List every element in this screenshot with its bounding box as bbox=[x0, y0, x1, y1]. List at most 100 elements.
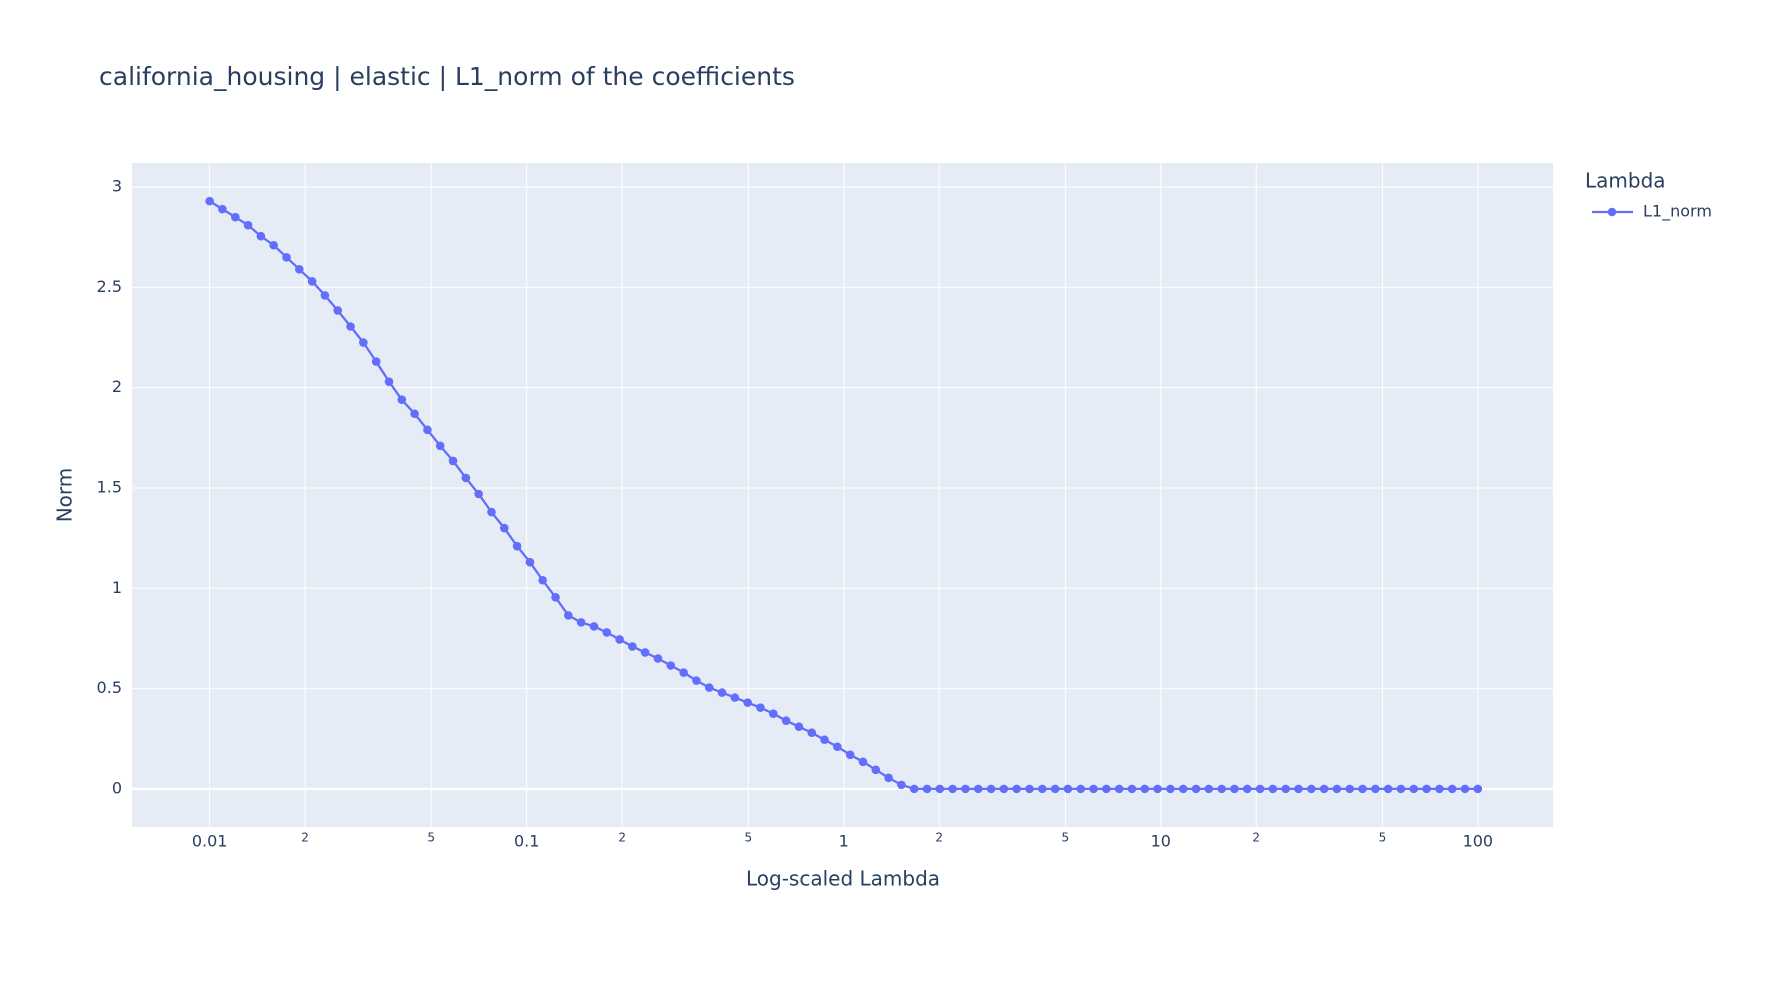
data-point bbox=[973, 784, 983, 794]
data-point bbox=[948, 784, 957, 794]
data-point bbox=[1319, 784, 1329, 794]
data-point bbox=[679, 668, 688, 677]
data-point bbox=[884, 773, 893, 783]
data-point bbox=[243, 220, 253, 230]
data-point bbox=[499, 523, 509, 533]
x-tick-label: 2 bbox=[618, 831, 626, 845]
data-point bbox=[935, 784, 945, 794]
data-point bbox=[1435, 784, 1444, 794]
y-tick-label: 3 bbox=[112, 177, 122, 196]
data-point bbox=[371, 357, 381, 366]
data-point bbox=[295, 265, 304, 274]
data-point bbox=[602, 628, 612, 637]
data-point bbox=[1281, 784, 1290, 794]
y-tick-label: 2.5 bbox=[97, 277, 122, 296]
data-point bbox=[576, 618, 586, 627]
data-point bbox=[435, 441, 445, 451]
data-point bbox=[897, 780, 906, 790]
data-point bbox=[999, 784, 1009, 794]
data-point bbox=[589, 622, 599, 631]
data-point bbox=[218, 204, 227, 214]
data-point bbox=[909, 784, 919, 794]
data-point bbox=[333, 306, 343, 315]
x-tick-label: 0.1 bbox=[514, 832, 539, 851]
data-point bbox=[1473, 784, 1483, 794]
data-point bbox=[1371, 784, 1380, 794]
data-point bbox=[359, 338, 368, 347]
data-point bbox=[487, 507, 496, 517]
data-point bbox=[961, 784, 970, 794]
data-point bbox=[640, 648, 650, 657]
legend-label: L1_norm bbox=[1643, 202, 1712, 222]
data-point bbox=[1076, 784, 1086, 794]
data-point bbox=[1063, 784, 1073, 794]
data-point bbox=[346, 322, 355, 331]
data-point bbox=[1037, 784, 1047, 794]
data-point bbox=[512, 541, 522, 551]
data-point bbox=[845, 750, 855, 760]
data-point bbox=[1089, 784, 1098, 794]
legend-marker bbox=[1607, 207, 1617, 217]
x-tick-label: 100 bbox=[1463, 832, 1494, 851]
data-point bbox=[730, 693, 740, 702]
series-line bbox=[209, 200, 1478, 791]
plot-background bbox=[132, 163, 1553, 827]
data-point bbox=[397, 395, 407, 405]
data-point bbox=[384, 377, 394, 386]
data-point bbox=[1217, 784, 1226, 794]
data-point bbox=[410, 409, 419, 419]
x-tick-label: 5 bbox=[427, 831, 435, 845]
data-point bbox=[781, 716, 791, 725]
data-point bbox=[704, 683, 714, 692]
data-point bbox=[756, 703, 765, 712]
data-point bbox=[615, 635, 624, 644]
data-point bbox=[282, 252, 291, 262]
data-point bbox=[551, 593, 560, 602]
data-point bbox=[525, 557, 535, 567]
data-point bbox=[1358, 784, 1367, 794]
data-point bbox=[231, 212, 240, 222]
data-point bbox=[628, 642, 637, 651]
data-point bbox=[1191, 784, 1201, 794]
x-axis-title: Log-scaled Lambda bbox=[746, 867, 940, 891]
x-tick-label: 5 bbox=[744, 831, 752, 845]
y-tick-label: 2 bbox=[112, 377, 122, 396]
data-point bbox=[986, 784, 996, 794]
x-tick-label: 2 bbox=[1252, 831, 1260, 845]
data-point bbox=[1204, 784, 1214, 794]
data-point bbox=[1460, 784, 1470, 794]
data-point bbox=[269, 240, 278, 250]
data-point bbox=[461, 473, 471, 483]
data-point bbox=[1307, 784, 1316, 794]
data-point bbox=[1294, 784, 1303, 794]
data-point bbox=[807, 728, 817, 738]
data-point bbox=[1268, 784, 1278, 794]
data-point bbox=[1255, 784, 1265, 794]
data-point bbox=[1230, 784, 1239, 794]
x-tick-label: 2 bbox=[301, 831, 309, 845]
data-point bbox=[1114, 784, 1124, 794]
x-tick-label: 5 bbox=[1062, 831, 1070, 845]
data-point bbox=[1332, 784, 1342, 794]
chart-title: california_housing | elastic | L1_norm o… bbox=[99, 62, 795, 91]
data-point bbox=[871, 765, 881, 775]
legend-title: Lambda bbox=[1585, 169, 1666, 193]
data-point bbox=[1153, 784, 1162, 794]
data-point bbox=[320, 291, 330, 300]
data-point bbox=[768, 709, 778, 718]
data-point bbox=[538, 575, 547, 585]
x-tick-label: 5 bbox=[1379, 831, 1387, 845]
data-point bbox=[833, 742, 842, 752]
data-point bbox=[1140, 784, 1150, 794]
data-point bbox=[1345, 784, 1355, 794]
data-point bbox=[1422, 784, 1431, 794]
data-point bbox=[922, 784, 932, 794]
data-point bbox=[1102, 784, 1111, 794]
data-point bbox=[423, 425, 432, 435]
data-point bbox=[1396, 784, 1406, 794]
data-point bbox=[692, 676, 701, 685]
data-point bbox=[307, 277, 317, 286]
data-point bbox=[256, 231, 266, 241]
data-point bbox=[794, 722, 804, 731]
